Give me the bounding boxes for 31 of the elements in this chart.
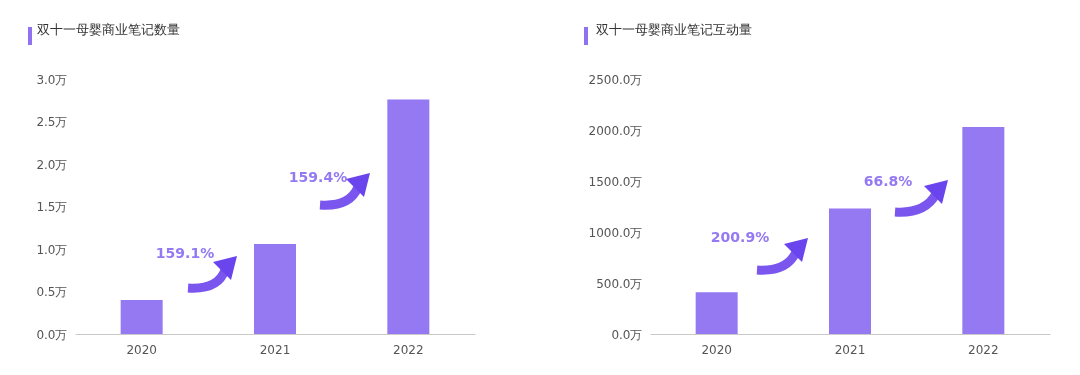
bar (387, 99, 430, 334)
y-tick-label: 1500.0万 (588, 174, 643, 189)
y-tick-label: 0.0万 (611, 327, 643, 342)
annotation: 200.9% (710, 229, 770, 245)
y-tick-label: 500.0万 (596, 276, 643, 291)
bar (962, 126, 1005, 334)
chart-title: 双十一母婴商业笔记数量 (37, 22, 180, 37)
x-tick-label: 2020 (701, 342, 732, 357)
y-tick-label: 1.0万 (36, 242, 68, 257)
x-tick-label: 2021 (259, 342, 291, 357)
y-tick-label: 2000.0万 (588, 123, 643, 138)
bar (829, 208, 871, 334)
y-tick-label: 1000.0万 (588, 225, 643, 240)
y-tick-label: 2500.0万 (588, 72, 643, 87)
bar (120, 300, 163, 334)
x-tick-label: 2020 (126, 342, 157, 357)
y-tick-label: 0.0万 (36, 327, 68, 342)
bar (254, 243, 296, 334)
y-tick-label: 3.0万 (36, 72, 68, 87)
x-tick-label: 2022 (968, 342, 999, 357)
annotation: 159.1% (155, 245, 215, 261)
y-tick-label: 2.0万 (36, 157, 68, 172)
y-tick-label: 1.5万 (36, 200, 68, 214)
bar (695, 292, 738, 334)
x-tick-label: 2021 (834, 342, 866, 357)
y-tick-label: 2.5万 (36, 115, 68, 129)
annotation: 66.8% (863, 173, 913, 189)
chart-title: 双十一母婴商业笔记互动量 (596, 22, 752, 37)
y-tick-label: 0.5万 (36, 285, 68, 299)
annotation: 159.4% (288, 169, 348, 185)
x-tick-label: 2022 (393, 342, 424, 357)
